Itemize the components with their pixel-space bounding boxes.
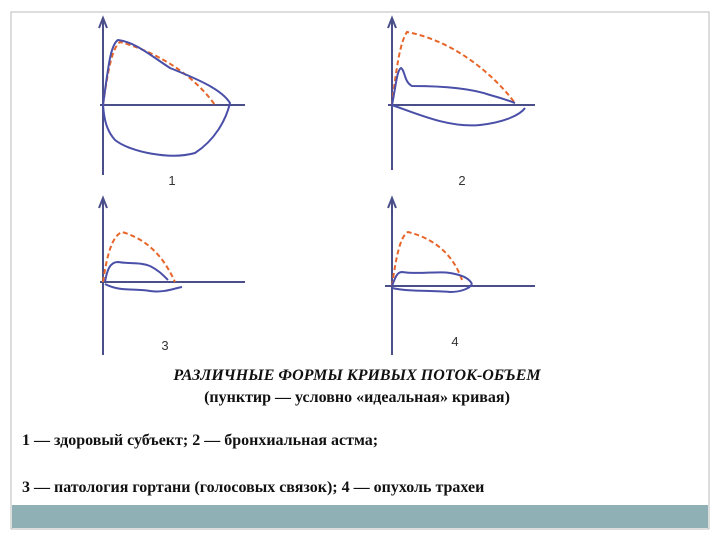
panel-label: 1 xyxy=(168,173,175,188)
caption-title: РАЗЛИЧНЫЕ ФОРМЫ КРИВЫХ ПОТОК-ОБЪЕМ xyxy=(172,367,541,384)
curves xyxy=(102,30,526,294)
panel-label: 4 xyxy=(451,334,458,349)
caption-subtitle: (пунктир — условно «идеальная» кривая) xyxy=(204,389,510,406)
footer-bar xyxy=(12,505,708,528)
arrows xyxy=(98,15,535,355)
slide-frame xyxy=(10,11,710,530)
legend-line: 1 — здоровый субъект; 2 — бронхиальная а… xyxy=(22,432,378,449)
panel-label: 3 xyxy=(161,338,168,353)
panel-label: 2 xyxy=(458,173,465,188)
legend-line: 3 — патология гортани (голосовых связок)… xyxy=(22,479,484,496)
